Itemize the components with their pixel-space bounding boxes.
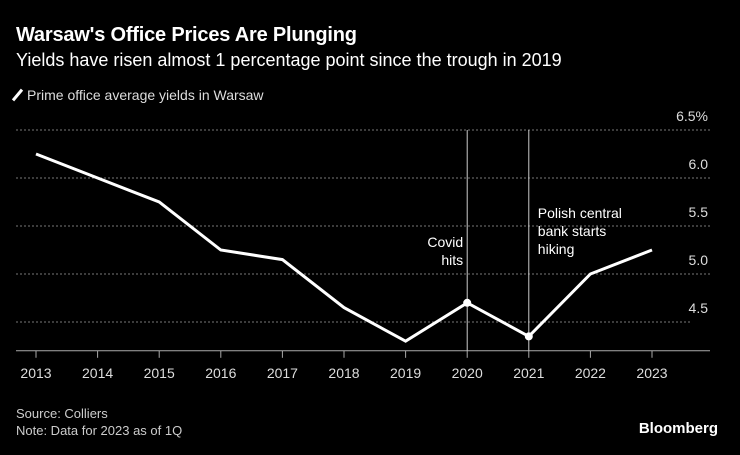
- x-tick-label: 2016: [205, 365, 236, 381]
- x-tick-label: 2013: [20, 365, 51, 381]
- bloomberg-logo: Bloomberg: [638, 420, 718, 437]
- y-tick-label: 6.5%: [676, 108, 708, 124]
- data-point: [524, 332, 533, 341]
- data-point: [463, 298, 472, 307]
- x-tick-label: 2023: [636, 365, 667, 381]
- y-tick-label: 6.0: [689, 156, 709, 172]
- x-tick-label: 2017: [267, 365, 298, 381]
- x-tick-label: 2021: [513, 365, 544, 381]
- chart-title: Warsaw's Office Prices Are Plunging: [16, 24, 357, 46]
- annotation-text: Covid: [427, 234, 463, 250]
- x-tick-label: 2020: [452, 365, 483, 381]
- x-tick-label: 2015: [144, 365, 175, 381]
- annotation-text: bank starts: [538, 223, 606, 239]
- x-tick-label: 2022: [575, 365, 606, 381]
- x-tick-label: 2018: [328, 365, 359, 381]
- annotation-text: Polish central: [538, 205, 622, 221]
- annotation-text: hiking: [538, 241, 575, 257]
- legend-label: Prime office average yields in Warsaw: [27, 87, 264, 103]
- y-tick-label: 4.5: [689, 300, 709, 316]
- y-tick-label: 5.5: [689, 204, 709, 220]
- x-tick-label: 2019: [390, 365, 421, 381]
- note: Note: Data for 2023 as of 1Q: [16, 423, 183, 438]
- x-tick-label: 2014: [82, 365, 113, 381]
- source: Source: Colliers: [16, 406, 108, 421]
- y-tick-label: 5.0: [689, 252, 709, 268]
- legend: Prime office average yields in Warsaw: [11, 87, 264, 103]
- annotation-text: hits: [441, 252, 463, 268]
- chart-subtitle: Yields have risen almost 1 percentage po…: [16, 50, 562, 70]
